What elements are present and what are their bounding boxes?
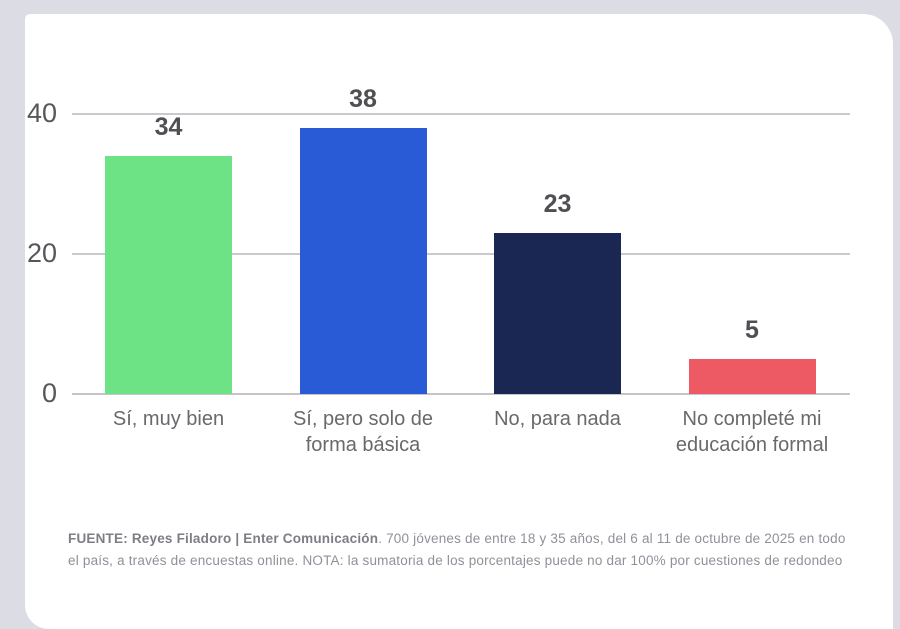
bar xyxy=(494,233,621,394)
bar-value-label: 38 xyxy=(349,85,377,113)
bar-category-label: No completé mi educación formal xyxy=(675,408,829,456)
source-note: FUENTE: Reyes Filadoro | Enter Comunicac… xyxy=(68,528,850,572)
bar-value-label: 5 xyxy=(745,316,759,344)
chart-card: 40 20 0 34 Sí, muy bien 38 Sí, pero solo de… xyxy=(25,14,893,629)
y-axis-tick-0: 0 xyxy=(41,378,57,408)
bar-value-label: 34 xyxy=(154,113,183,141)
source-note-text: . 700 jóvenes de entre 18 y 35 años, del… xyxy=(68,531,846,568)
bar xyxy=(688,359,816,394)
bar-category-label: No, para nada xyxy=(494,408,621,430)
bar-category-label: Sí, muy bien xyxy=(112,408,225,430)
bar-category-label: Sí, pero solo de forma básica xyxy=(292,408,434,456)
y-axis-tick-40: 40 xyxy=(26,98,57,128)
gridline-40 xyxy=(72,113,850,115)
bar xyxy=(105,156,232,394)
gridline-20 xyxy=(72,253,850,255)
y-axis-tick-20: 20 xyxy=(26,238,57,268)
source-note-bold: FUENTE: Reyes Filadoro | Enter Comunicac… xyxy=(68,531,379,546)
bar-value-label: 23 xyxy=(543,190,572,218)
x-axis-baseline xyxy=(72,393,850,395)
bar xyxy=(299,128,427,394)
